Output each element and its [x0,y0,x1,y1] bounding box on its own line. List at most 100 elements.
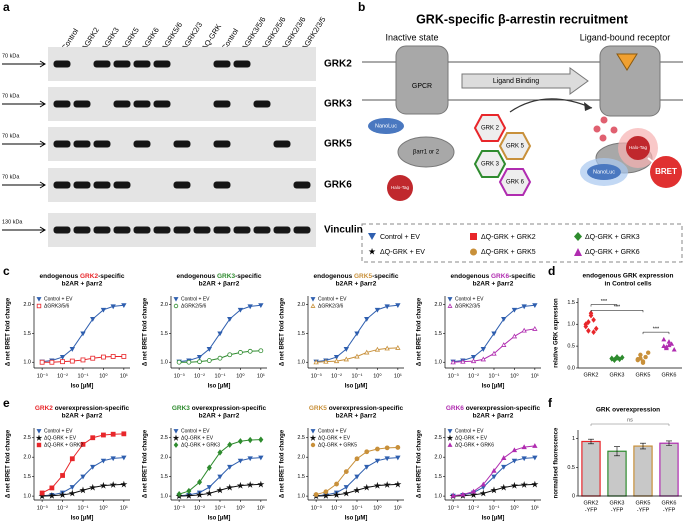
data-point [364,464,370,470]
data-point [197,478,203,486]
blot-band [93,181,111,189]
blot-panel [48,87,316,121]
title-part: GRK2 [35,405,53,412]
blot-band [133,60,151,68]
y-tick-label: 2.0 [434,302,442,308]
panel-label: b [358,0,365,14]
blot-band [213,181,231,189]
data-point [100,458,107,464]
data-point [532,303,538,309]
data-point [384,445,390,451]
y-tick-label: 2.0 [160,302,168,308]
halotag [387,175,413,201]
chart-subtitle: b2AR + βarr2 [199,413,240,420]
data-point [353,486,361,494]
legend-marker: ★ [368,246,376,256]
x-tick-label: 10⁰ [236,372,245,379]
arrowhead [584,102,592,111]
data-point [227,317,233,322]
x-tick-label: 10⁻² [331,505,342,511]
data-point [480,481,486,487]
data-point [121,431,127,437]
legend-box [361,223,683,263]
marker-label: 70 kDa [2,174,20,180]
legend-label: ΔQ-GRK + GRK2 [481,234,536,241]
grk-hexagon [498,168,532,196]
blot-band [53,60,71,68]
data-point [450,492,456,498]
data-point [491,467,497,473]
legend-label: ΔQ-GRK + EV [380,249,425,256]
title-part: GRK2 [80,273,98,280]
data-point [80,474,86,480]
receptor [395,45,449,115]
data-point [354,353,360,359]
data-point [333,355,340,360]
data-point [333,491,341,498]
data-point [591,316,596,323]
blot-band [133,140,151,148]
blot-band [293,226,311,234]
data-point [89,483,97,491]
data-point [591,329,596,336]
y-axis-label: Δ net BRET fold change [417,429,423,498]
blot-band [113,100,131,108]
y-tick-label: 1.0 [160,494,168,500]
error-bar [588,438,594,445]
phosphate [593,125,601,133]
legend-marker [447,429,453,434]
data-point [185,491,193,499]
legend-label: ΔQ-GRK + EV [455,435,488,441]
bar [633,445,653,497]
arrestin-label: βarr1 or 2 [413,150,440,156]
legend-label: Control + EV [44,296,73,302]
significance-bracket [590,310,644,313]
chart-subtitle: b2AR + βarr2 [336,413,377,420]
data-point [511,447,518,453]
y-axis-label: Δ net BRET fold change [6,297,12,366]
legend-marker [36,442,42,448]
data-point [69,485,75,490]
x-tick-label: 10⁻³ [448,373,459,379]
data-point [374,346,381,352]
marker-arrow [2,100,46,108]
x-tick-label: 10⁻² [468,373,479,379]
data-point [343,356,349,362]
data-point [206,464,212,471]
y-tick-label: 2.0 [297,455,305,461]
legend-marker [310,442,316,448]
data-point [521,304,527,310]
marker-label: 70 kDa [2,133,20,139]
y-tick-label: 1.0 [434,494,442,500]
legend-marker [309,434,317,441]
legend-label: ΔQ-GRK + GRK3 [585,234,640,241]
data-point [491,474,497,480]
x-tick-label: 10⁰ [99,372,108,379]
blot-band [193,226,211,234]
y-tick-label: 1.5 [23,474,31,480]
marker-label: 70 kDa [2,53,20,59]
data-point [247,304,253,310]
blot-band [233,226,251,234]
error-bar [614,446,620,457]
blot-band [293,181,311,189]
x-tick-label: 10⁻² [57,373,68,379]
data-point [384,456,390,462]
data-point [583,323,589,330]
data-point [206,346,212,352]
blot-band [93,140,111,148]
data-point [510,481,518,489]
title-part: endogenous [451,273,491,280]
y-axis-label: Δ net BRET fold change [280,297,286,366]
legend-marker [36,429,42,434]
data-point [80,441,86,447]
marker-arrow [2,140,46,148]
data-point [247,348,253,354]
y-axis-label: Δ net BRET fold change [143,429,149,498]
grk-hexagon [498,132,532,160]
data-point [227,352,233,358]
y-axis-label: Δ net BRET fold change [6,429,12,498]
arrow [509,98,593,113]
data-point [669,341,675,346]
x-tick-label: 10⁰ [510,504,519,511]
